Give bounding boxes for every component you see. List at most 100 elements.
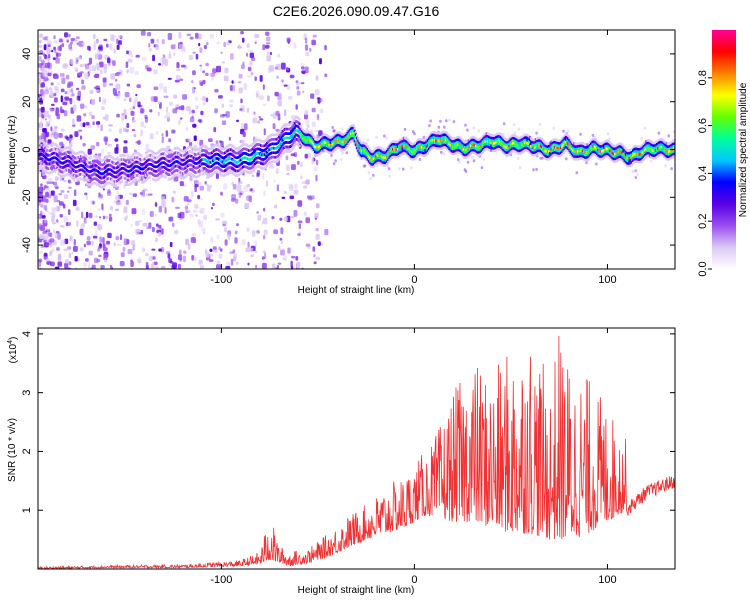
- spectrogram-noise-cell: [99, 236, 102, 243]
- spectrogram-ridge-cell: [527, 134, 530, 138]
- spectrogram-ridge-cell: [534, 140, 537, 144]
- spectrogram-ridge-cell: [476, 140, 479, 144]
- spectrogram-ridge-cell: [185, 152, 188, 155]
- spectrogram-ridge-cell: [594, 143, 597, 147]
- spectrogram-ridge-cell: [244, 161, 247, 164]
- spectrogram-ridge-cell: [202, 149, 205, 152]
- spectrogram-ridge-cell: [212, 168, 215, 171]
- spectrogram-ridge-cell: [249, 149, 252, 152]
- spectrogram-ridge-cell: [296, 142, 299, 146]
- spectrogram-ridge-cell: [339, 144, 342, 147]
- spectrogram-ridge-cell: [448, 142, 451, 145]
- spectrogram-ridge-cell: [374, 156, 377, 159]
- spectrogram-ridge-cell: [454, 142, 457, 145]
- spectrogram-ridge-cell: [502, 141, 505, 144]
- spectrogram-ridge-cell: [311, 146, 314, 149]
- spectrogram-ridge-cell: [185, 165, 188, 168]
- spectrogram-noise-cell: [76, 95, 80, 101]
- spectrogram-noise-cell: [221, 120, 227, 125]
- spectrogram-ridge-cell: [224, 147, 227, 150]
- spectrogram-ridge-cell: [86, 164, 89, 168]
- spectrogram-ridge-cell: [243, 156, 246, 159]
- spectrogram-ridge-cell: [207, 169, 210, 173]
- spectrogram-ridge-cell: [365, 143, 368, 147]
- spectrogram-ridge-cell: [248, 153, 251, 157]
- spectrogram-noise-cell: [129, 97, 132, 103]
- spectrogram-ridge-cell: [369, 164, 372, 167]
- spectrogram-noise-cell: [132, 193, 137, 197]
- spectrogram-noise-cell: [218, 253, 223, 259]
- spectrogram-ridge-cell: [563, 142, 566, 145]
- spectrogram-ridge-cell: [143, 175, 146, 179]
- spectrogram-ridge-cell: [401, 150, 404, 153]
- spectrogram-ridge-cell: [185, 147, 188, 151]
- spectrogram-ridge-cell: [417, 143, 420, 147]
- spectrogram-ridge-cell: [131, 180, 134, 184]
- spectrogram-ridge-cell: [227, 162, 230, 165]
- spectrogram-noise-cell: [97, 54, 103, 60]
- spectrogram-noise-cell: [276, 264, 279, 269]
- spectrogram-ridge-cell: [117, 165, 120, 168]
- spectrogram-ridge-cell: [623, 159, 626, 162]
- spectrogram-noise-cell: [67, 179, 71, 184]
- spectrogram-noise-cell: [672, 130, 675, 134]
- spectrogram-noise-cell: [189, 36, 194, 40]
- spectrogram-ridge-cell: [624, 163, 627, 166]
- spectrogram-noise-cell: [195, 105, 199, 110]
- spectrogram-noise-cell: [246, 52, 248, 57]
- spectrogram-ridge-cell: [98, 171, 101, 174]
- spectrogram-noise-cell: [178, 32, 182, 39]
- spectrogram-ridge-cell: [220, 155, 223, 159]
- spectrogram-ridge-cell: [579, 152, 582, 155]
- spectrogram-ridge-cell: [606, 147, 609, 151]
- spectrogram-ridge-cell: [262, 167, 265, 170]
- spectrogram-ridge-cell: [604, 147, 607, 151]
- spectrogram-noise-cell: [74, 255, 78, 262]
- spectrogram-noise-cell: [194, 256, 197, 262]
- spectrogram-ridge-cell: [254, 158, 257, 161]
- spectrogram-ridge-cell: [447, 148, 450, 151]
- spectrogram-ridge-cell: [275, 133, 278, 136]
- spectrogram-ridge-cell: [472, 141, 475, 144]
- spectrogram-ridge-cell: [65, 150, 68, 154]
- spectrogram-ridge-cell: [532, 146, 535, 149]
- spectrogram-noise-cell: [44, 89, 49, 95]
- spectrogram-ridge-cell: [448, 134, 451, 138]
- spectrogram-noise-cell: [215, 173, 219, 179]
- spectrogram-noise-cell: [207, 184, 213, 188]
- spectrogram-cells: [38, 30, 675, 269]
- spectrogram-ridge-cell: [436, 147, 439, 150]
- spectrogram-ridge-cell: [255, 165, 258, 169]
- spectrogram-ridge-cell: [152, 151, 155, 154]
- spectrogram-ridge-cell: [333, 141, 336, 145]
- spectrogram-noise-cell: [69, 142, 73, 148]
- spectrogram-ridge-cell: [182, 163, 185, 166]
- spectrogram-ridge-cell: [143, 166, 146, 170]
- spectrogram-ridge-cell: [45, 152, 48, 156]
- spectrogram-ridge-cell: [555, 146, 558, 149]
- spectrogram-ridge-cell: [516, 141, 519, 145]
- spectrogram-ridge-cell: [458, 151, 461, 154]
- spectrogram-ridge-cell: [462, 153, 465, 156]
- spectrogram-noise-cell: [60, 128, 65, 132]
- spectrogram-noise-cell: [102, 98, 106, 105]
- spectrogram-ridge-cell: [534, 148, 537, 151]
- spectrogram-ridge-cell: [485, 134, 488, 138]
- spectrogram-noise-cell: [472, 126, 475, 130]
- spectrogram-ridge-cell: [411, 142, 414, 146]
- spectrogram-ridge-cell: [341, 138, 344, 141]
- spectrogram-ridge-cell: [206, 168, 209, 172]
- spectrogram-ridge-cell: [152, 164, 155, 168]
- spectrogram-noise-cell: [142, 247, 146, 253]
- spectrogram-ridge-cell: [555, 153, 558, 157]
- spectrogram-ridge-cell: [344, 132, 347, 135]
- spectrogram-ridge-cell: [141, 167, 144, 171]
- spectrogram-ridge-cell: [342, 138, 345, 141]
- spectrogram-ridge-cell: [252, 168, 255, 171]
- spectrogram-noise-cell: [303, 211, 307, 216]
- spectrogram-noise-cell: [155, 43, 160, 51]
- spectrogram-ridge-cell: [249, 167, 252, 170]
- spectrogram-ridge-cell: [572, 146, 575, 150]
- spectrogram-ridge-cell: [244, 147, 247, 151]
- spectrogram-ridge-cell: [554, 153, 557, 157]
